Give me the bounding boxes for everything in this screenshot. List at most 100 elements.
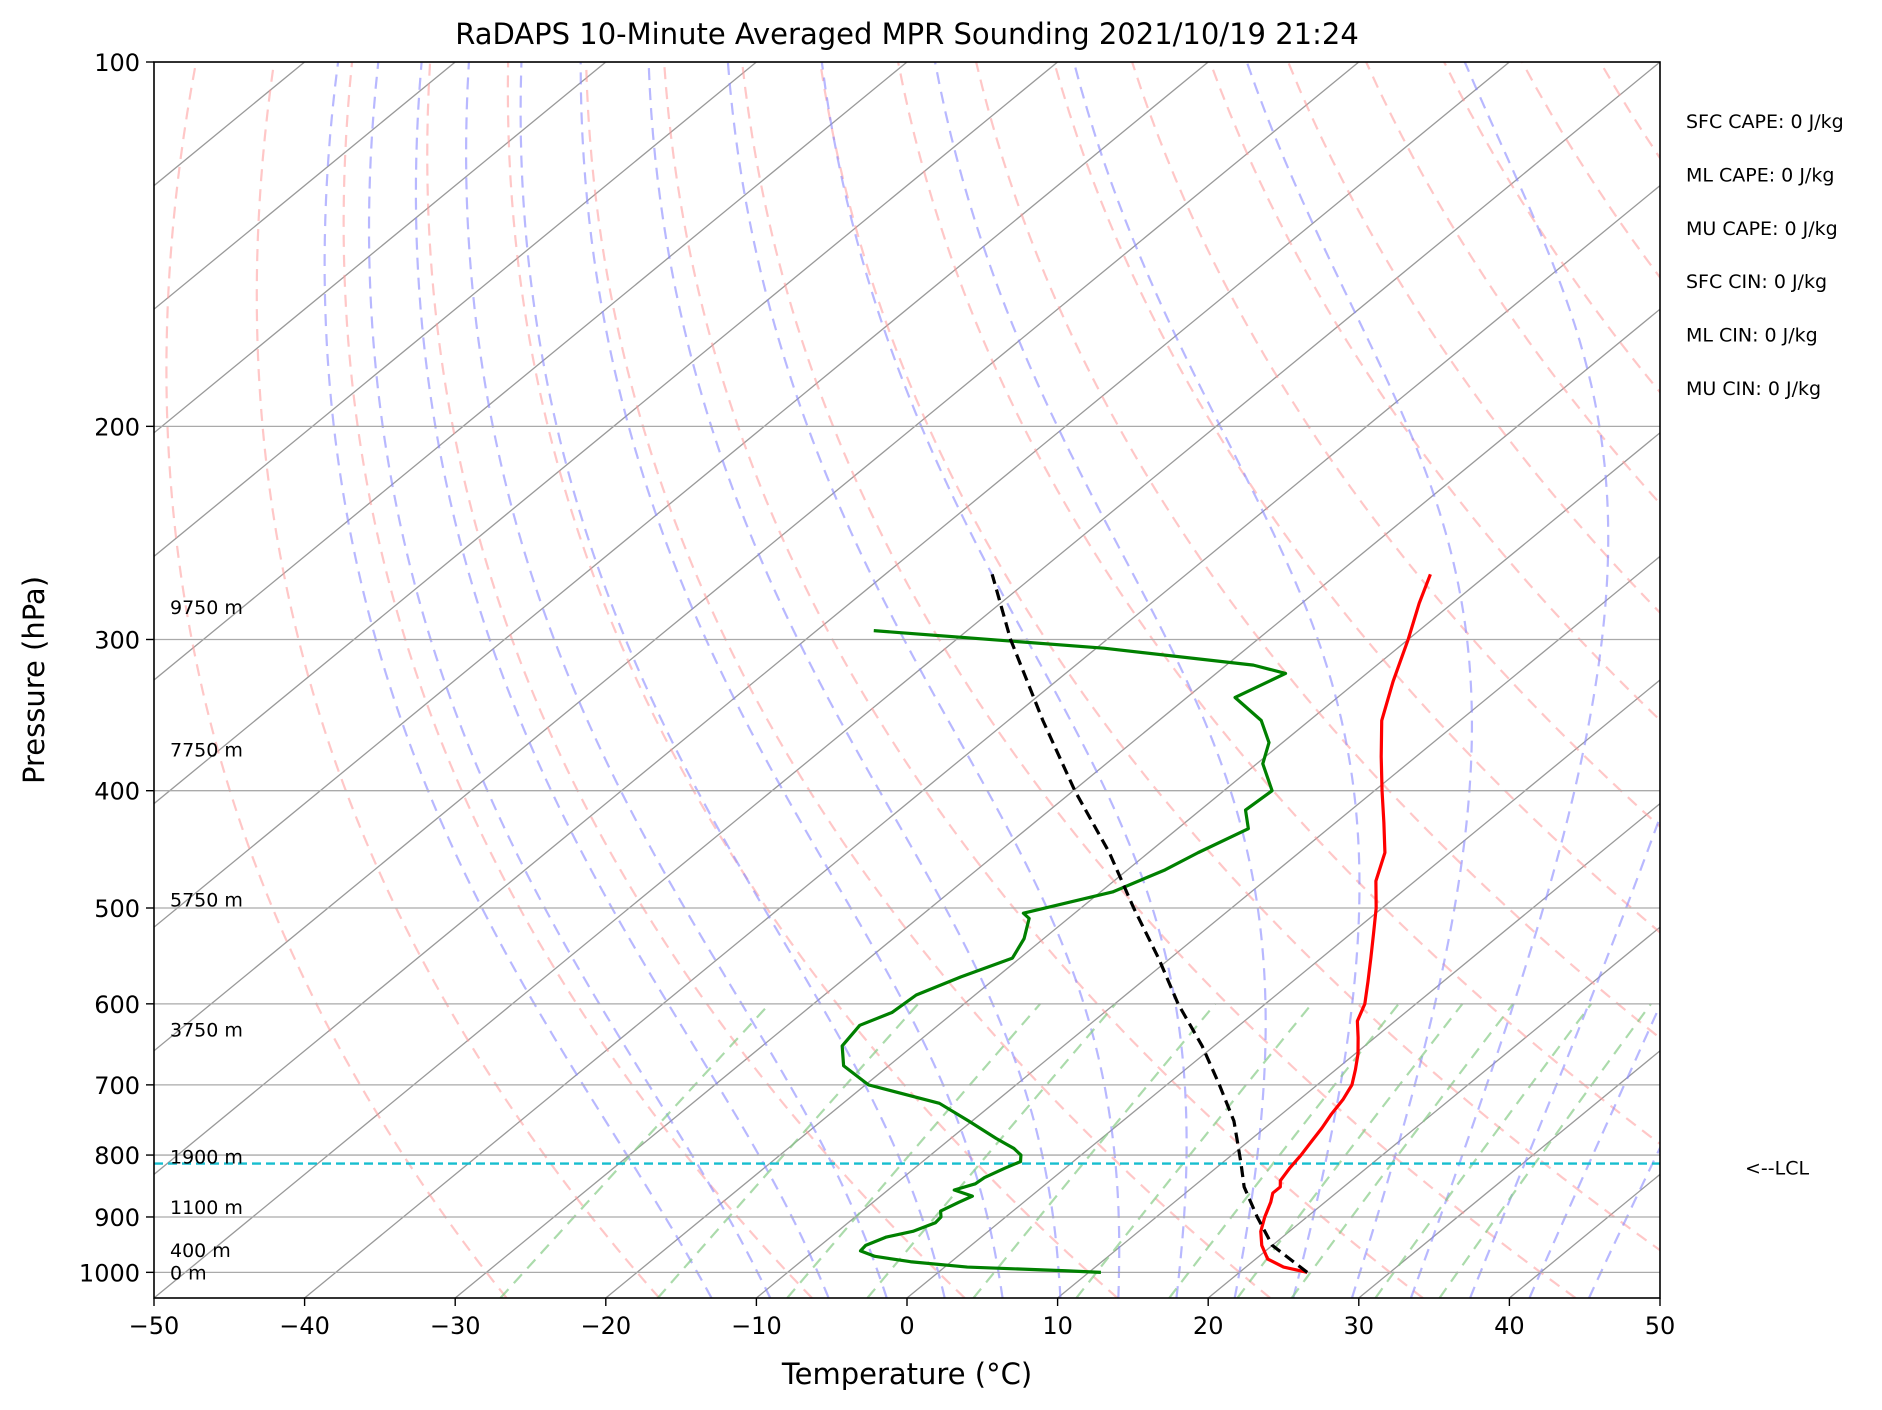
- isotherm-line: [154, 62, 1059, 805]
- dry-adiabat-line: [342, 62, 813, 1298]
- y-tick-label: 400: [94, 778, 140, 806]
- mixing-ratio-line: [656, 1003, 920, 1298]
- height-label: 7750 m: [170, 740, 243, 762]
- y-tick-label: 800: [94, 1142, 140, 1170]
- isotherm-line: [154, 62, 607, 434]
- dry-adiabat-line: [1834, 62, 1882, 1298]
- height-label: 0 m: [170, 1262, 207, 1284]
- x-tick-label: 30: [1344, 1312, 1375, 1340]
- isotherm-line: [154, 62, 1510, 1176]
- y-tick-label: 300: [94, 626, 140, 654]
- dry-adiabat-line: [1756, 62, 1882, 1298]
- isotherm-line: [1207, 926, 1660, 1298]
- y-tick-label: 100: [94, 49, 140, 77]
- height-label: 400 m: [170, 1240, 231, 1262]
- dry-adiabat-line: [1053, 62, 1660, 934]
- stats-annotation: SFC CIN: 0 J/kg: [1686, 271, 1827, 293]
- y-axis-label: Pressure (hPa): [17, 576, 51, 784]
- mixing-ratio-line: [1236, 1003, 1464, 1298]
- height-label: 9750 m: [170, 597, 243, 619]
- dry-adiabat-line: [1678, 62, 1882, 1298]
- dry-adiabat-line: [741, 62, 1577, 1298]
- x-tick-label: −40: [279, 1312, 330, 1340]
- moist-adiabat-line: [414, 62, 830, 1298]
- moist-adiabat-line: [647, 62, 1062, 1298]
- moist-adiabat-line: [1409, 62, 1610, 1298]
- y-tick-label: 500: [94, 895, 140, 923]
- x-axis-label: Temperature (°C): [781, 1357, 1032, 1391]
- x-tick-label: −20: [580, 1312, 631, 1340]
- x-tick-label: 50: [1645, 1312, 1676, 1340]
- y-tick-label: 900: [94, 1204, 140, 1232]
- moist-adiabat-line: [820, 62, 1188, 1298]
- isotherm-line: [154, 62, 757, 558]
- stats-annotation: ML CAPE: 0 J/kg: [1686, 164, 1834, 186]
- isotherm-line: [154, 62, 1209, 929]
- moist-adiabat-line: [464, 62, 888, 1298]
- moist-adiabat-line: [1072, 62, 1361, 1298]
- mixing-ratio-line: [1438, 1003, 1652, 1298]
- dry-adiabat-line: [255, 62, 661, 1298]
- isotherm-line: [906, 679, 1660, 1298]
- mixing-ratio-line: [786, 1003, 1042, 1298]
- dry-adiabat-line: [426, 62, 966, 1298]
- mixing-ratio-line: [866, 1003, 1117, 1298]
- dry-adiabat-line: [1521, 62, 1660, 280]
- moist-adiabat-line: [1528, 1002, 1660, 1298]
- dry-adiabat-line: [819, 62, 1660, 1252]
- moist-adiabat-line: [933, 62, 1267, 1298]
- height-label: 3750 m: [170, 1019, 243, 1041]
- moist-adiabat-line: [1469, 813, 1660, 1298]
- isotherm-line: [304, 184, 1660, 1298]
- stats-annotation: MU CIN: 0 J/kg: [1686, 378, 1821, 400]
- dry-adiabat-line: [165, 62, 508, 1298]
- parcel-profile-line: [990, 573, 1309, 1274]
- lcl-label: <--LCL: [1745, 1158, 1809, 1180]
- chart-title: RaDAPS 10-Minute Averaged MPR Sounding 2…: [455, 17, 1359, 51]
- isotherm-line: [154, 62, 456, 311]
- y-tick-label: 200: [94, 413, 140, 441]
- isotherm-line: [1659, 1297, 1660, 1298]
- x-tick-label: 20: [1193, 1312, 1224, 1340]
- dry-adiabat-line: [897, 62, 1660, 1146]
- dewpoint-profile-line: [840, 629, 1288, 1274]
- isotherm-line: [154, 62, 908, 681]
- isotherm-line: [454, 308, 1660, 1298]
- dry-adiabat-line: [663, 62, 1424, 1298]
- stats-annotation: SFC CAPE: 0 J/kg: [1686, 111, 1844, 133]
- y-tick-label: 600: [94, 991, 140, 1019]
- x-tick-label: −10: [731, 1312, 782, 1340]
- isotherm-line: [154, 62, 1360, 1052]
- x-tick-label: 40: [1494, 1312, 1525, 1340]
- x-tick-label: 0: [899, 1312, 914, 1340]
- moist-adiabat-line: [726, 62, 1121, 1298]
- isotherm-line: [1358, 1049, 1660, 1298]
- isotherm-line: [1508, 1173, 1660, 1298]
- mixing-ratio-line: [499, 1003, 771, 1298]
- isotherm-line: [1057, 802, 1660, 1298]
- moist-adiabat-line: [323, 62, 713, 1298]
- moist-adiabat-line: [519, 62, 946, 1298]
- moist-adiabat-line: [579, 62, 1004, 1298]
- isotherm-line: [154, 62, 1660, 1298]
- dry-adiabat-line: [506, 62, 1119, 1298]
- mixing-ratio-line: [1290, 1003, 1514, 1298]
- height-label: 1100 m: [170, 1197, 243, 1219]
- moist-adiabat-line: [367, 62, 772, 1298]
- temperature-profile-line: [1259, 573, 1432, 1274]
- y-tick-label: 700: [94, 1072, 140, 1100]
- x-tick-label: −30: [430, 1312, 481, 1340]
- height-label: 1900 m: [170, 1146, 243, 1168]
- dry-adiabat-line: [1131, 62, 1660, 829]
- isotherm-line: [605, 431, 1660, 1298]
- x-tick-label: −50: [129, 1312, 180, 1340]
- dry-adiabat-line: [1599, 62, 1660, 160]
- mixing-ratio-line: [1168, 1003, 1400, 1298]
- mixing-ratio-line: [1374, 1003, 1593, 1298]
- stats-annotation: MU CAPE: 0 J/kg: [1686, 218, 1838, 240]
- dry-adiabat-line: [975, 62, 1660, 1040]
- moist-adiabat-line: [1587, 1145, 1660, 1298]
- dry-adiabat-line: [584, 62, 1271, 1298]
